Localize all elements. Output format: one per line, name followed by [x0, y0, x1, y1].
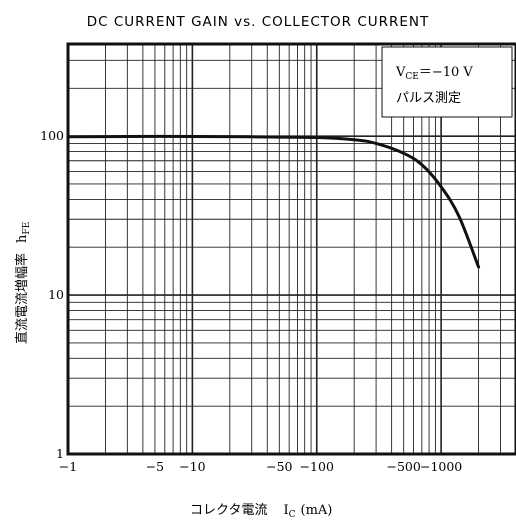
hfe-curve — [66, 134, 481, 269]
y-axis-label: 直流電流増幅率hFE — [14, 222, 32, 344]
x-tick-label: −10 — [179, 459, 205, 474]
x-tick-label: −5 — [146, 459, 164, 474]
chart-title: DC CURRENT GAIN vs. COLLECTOR CURRENT — [87, 14, 430, 30]
x-axis-label: コレクタ電流 IC (mA) — [190, 503, 332, 520]
plot-frame — [66, 42, 516, 456]
x-tick-label: −100 — [300, 459, 334, 474]
x-tick-label: −1000 — [420, 459, 462, 474]
annotation-condition: VCE＝−10 V — [395, 65, 473, 82]
annotation-method: パルス測定 — [396, 91, 461, 106]
y-tick-label: 100 — [40, 128, 64, 143]
annotation-box: VCE＝−10 V パルス測定 — [381, 46, 513, 118]
x-tick-label: −500 — [387, 459, 421, 474]
y-tick-label: 1 — [56, 446, 64, 461]
y-tick-label: 10 — [48, 287, 64, 302]
x-tick-label: −1 — [59, 459, 77, 474]
x-tick-label: −50 — [266, 459, 292, 474]
tick-labels: −1 −5 −10 −50 −100 −500 −1000 1 10 100 — [40, 128, 462, 474]
